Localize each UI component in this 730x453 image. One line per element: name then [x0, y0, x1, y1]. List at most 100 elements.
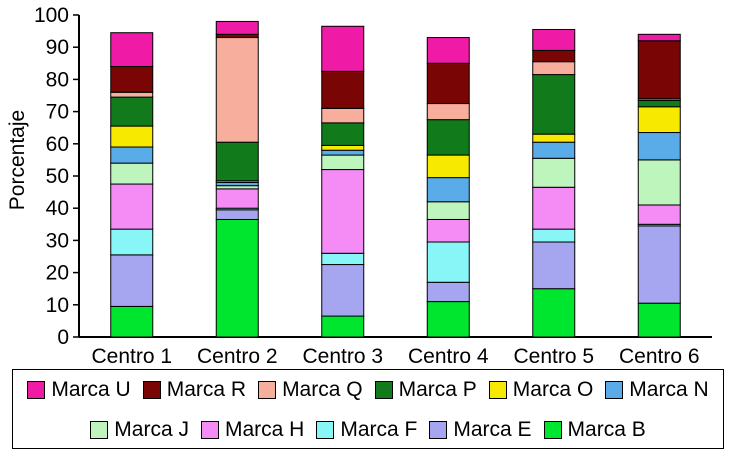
bar-stack-centro-5: [532, 28, 576, 338]
x-tick-label: Centro 6: [619, 345, 700, 368]
bar-segment-marca-j-centro-3: [321, 154, 365, 171]
legend-swatch: [374, 381, 393, 399]
bar-segment-marca-n-centro-5: [532, 141, 576, 159]
bar-segment-marca-f-centro-4: [426, 241, 470, 283]
bar-segment-marca-o-centro-1: [110, 125, 154, 148]
y-tick-label: 30: [46, 229, 69, 252]
legend-row-1: Marca U Marca R Marca Q Marca P Marca O Marca…: [13, 378, 723, 402]
bar-segment-marca-e-centro-6: [637, 225, 681, 304]
bar-stack-centro-4: [426, 37, 470, 338]
legend-swatch: [142, 381, 161, 399]
legend-label: Marca O: [512, 378, 594, 401]
bar-segment-marca-n-centro-4: [426, 177, 470, 203]
legend: Marca U Marca R Marca Q Marca P Marca O Marca…: [12, 369, 724, 449]
legend-label: Marca F: [340, 418, 418, 441]
legend-swatch: [90, 421, 109, 439]
bar-segment-marca-o-centro-4: [426, 154, 470, 179]
y-tick-label: 100: [34, 4, 69, 27]
bar-stack-centro-6: [637, 33, 681, 338]
bar-segment-marca-p-centro-3: [321, 122, 365, 146]
bar-segment-marca-q-centro-3: [321, 107, 365, 124]
legend-swatch: [429, 421, 448, 439]
y-tick-label: 20: [46, 262, 69, 285]
bar-stack-centro-1: [110, 32, 154, 338]
y-tick-label: 60: [46, 133, 69, 156]
legend-item-marca-q: Marca Q: [258, 378, 363, 402]
legend-item-marca-j: Marca J: [90, 418, 189, 442]
legend-item-marca-e: Marca E: [429, 418, 532, 442]
y-axis-label: Porcentaje: [6, 110, 29, 210]
bar-segment-marca-u-centro-2: [215, 20, 259, 35]
bar-segment-marca-u-centro-3: [321, 25, 365, 72]
bar-segment-marca-u-centro-1: [110, 32, 154, 68]
bar-segment-marca-r-centro-4: [426, 62, 470, 105]
bar-segment-marca-o-centro-3: [321, 144, 365, 151]
bar-segment-marca-q-centro-5: [532, 61, 576, 76]
legend-label: Marca R: [166, 378, 247, 401]
bar-segment-marca-j-centro-6: [637, 159, 681, 206]
legend-swatch: [200, 421, 219, 439]
y-tick-label: 50: [46, 165, 69, 188]
bar-segment-marca-f-centro-3: [321, 252, 365, 266]
bar-segment-marca-h-centro-1: [110, 183, 154, 230]
legend-swatch: [488, 381, 507, 399]
bar-stack-centro-2: [215, 20, 259, 338]
legend-item-marca-n: Marca N: [605, 378, 709, 402]
legend-item-marca-b: Marca B: [543, 418, 646, 442]
bar-segment-marca-q-centro-2: [215, 37, 259, 143]
legend-label: Marca H: [224, 418, 305, 441]
legend-label: Marca E: [453, 418, 532, 441]
bar-segment-marca-p-centro-4: [426, 119, 470, 156]
bar-stack-centro-3: [321, 25, 365, 338]
y-tick-label: 40: [46, 197, 69, 220]
bar-segment-marca-b-centro-2: [215, 218, 259, 338]
legend-swatch: [543, 421, 562, 439]
bar-segment-marca-p-centro-2: [215, 141, 259, 182]
legend-item-marca-u: Marca U: [27, 378, 131, 402]
bars: [110, 20, 681, 338]
bar-segment-marca-o-centro-6: [637, 106, 681, 134]
legend-label: Marca P: [398, 378, 477, 401]
bar-segment-marca-r-centro-1: [110, 66, 154, 93]
bar-segment-marca-e-centro-4: [426, 281, 470, 303]
bar-segment-marca-b-centro-3: [321, 315, 365, 338]
legend-row-2: Marca J Marca H Marca F Marca E Marca B: [13, 418, 723, 442]
y-tick-label: 70: [46, 101, 69, 124]
bar-segment-marca-n-centro-6: [637, 132, 681, 161]
legend-item-marca-r: Marca R: [142, 378, 247, 402]
bar-segment-marca-o-centro-5: [532, 133, 576, 143]
bar-segment-marca-u-centro-5: [532, 28, 576, 51]
stacked-bar-chart: 0 10 20 30 40 50 60 70 80 90 100 Centro 1 Centro 2 Ce…: [6, 4, 712, 368]
bar-segment-marca-u-centro-6: [637, 33, 681, 42]
bar-segment-marca-b-centro-1: [110, 305, 154, 338]
bar-segment-marca-u-centro-4: [426, 37, 470, 64]
bar-segment-marca-n-centro-1: [110, 146, 154, 164]
bar-segment-marca-q-centro-1: [110, 91, 154, 98]
bar-segment-marca-f-centro-1: [110, 228, 154, 256]
bar-segment-marca-p-centro-1: [110, 96, 154, 127]
x-tick-label: Centro 4: [408, 345, 489, 368]
axes: 0 10 20 30 40 50 60 70 80 90 100 Centro 1 Centro 2 Ce…: [34, 4, 712, 368]
bar-segment-marca-q-centro-4: [426, 103, 470, 121]
legend-swatch: [27, 381, 46, 399]
y-tick-label: 10: [46, 294, 69, 317]
x-tick-label: Centro 5: [513, 345, 594, 368]
x-tick-label: Centro 3: [302, 345, 383, 368]
legend-item-marca-o: Marca O: [488, 378, 594, 402]
bar-segment-marca-e-centro-2: [215, 209, 259, 220]
bar-segment-marca-e-centro-5: [532, 241, 576, 290]
bar-segment-marca-r-centro-3: [321, 70, 365, 109]
bar-segment-marca-b-centro-4: [426, 301, 470, 338]
bar-segment-marca-j-centro-5: [532, 157, 576, 188]
y-tick-label: 90: [46, 36, 69, 59]
x-tick-label: Centro 1: [91, 345, 172, 368]
bar-segment-marca-e-centro-3: [321, 264, 365, 317]
bar-segment-marca-h-centro-2: [215, 188, 259, 209]
bar-segment-marca-h-centro-5: [532, 186, 576, 230]
bar-segment-marca-r-centro-5: [532, 49, 576, 63]
legend-label: Marca J: [114, 418, 189, 441]
legend-label: Marca U: [51, 378, 131, 401]
bar-segment-marca-e-centro-1: [110, 254, 154, 307]
bar-segment-marca-b-centro-5: [532, 288, 576, 338]
bar-segment-marca-j-centro-4: [426, 201, 470, 220]
